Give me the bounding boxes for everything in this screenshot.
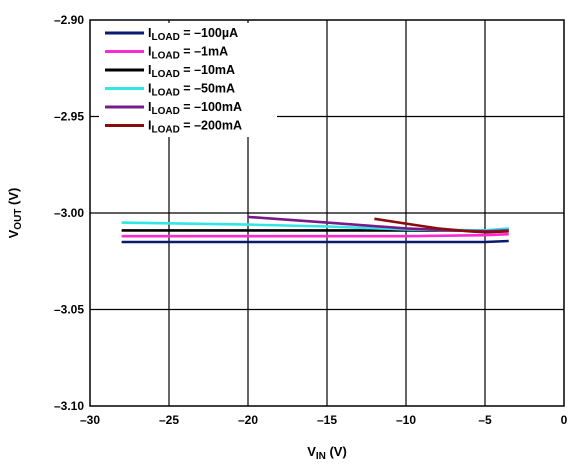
series-lines [121,215,509,244]
y-tick-label: –2.90 [54,13,84,27]
x-tick-label: –30 [80,413,100,427]
x-tick-label: –20 [238,413,258,427]
plot-frame [89,19,565,407]
x-tick-label: –25 [159,413,179,427]
x-axis-label: VIN (V) [307,444,347,462]
series-line-6 [374,217,509,234]
y-tick-label: –3.00 [54,206,84,220]
legend-label-4: ILOAD = –50mA [148,82,235,99]
legend-background [99,23,277,137]
series-line-2 [121,232,509,238]
legend-label-2: ILOAD = –1mA [148,45,228,62]
legend-label-5: ILOAD = –100mA [148,100,242,117]
y-axis-ticks: –2.90 –2.95 –3.00 –3.05 –3.10 [54,13,84,413]
x-axis-ticks: –30 –25 –20 –15 –10 –5 0 [80,413,568,427]
series-line-1 [121,239,509,244]
legend-label-6: ILOAD = –200mA [148,119,242,136]
x-tick-label: –15 [317,413,337,427]
x-tick-label: –10 [396,413,416,427]
legend-label-1: ILOAD = –100µA [148,26,238,43]
legend-label-3: ILOAD = –10mA [148,63,235,80]
y-axis-label: VOUT (V) [6,188,24,239]
y-tick-label: –3.10 [54,399,84,413]
y-tick-label: –3.05 [54,303,84,317]
x-tick-label: –5 [478,413,492,427]
x-tick-label: 0 [561,413,568,427]
y-tick-label: –2.95 [54,110,84,124]
